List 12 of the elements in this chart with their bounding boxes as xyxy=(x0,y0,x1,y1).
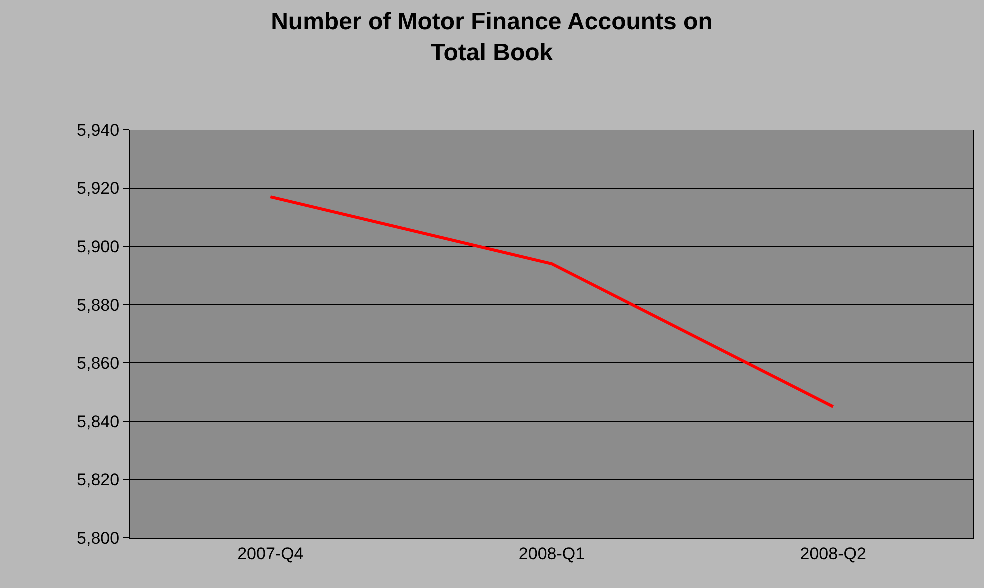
chart-title: Number of Motor Finance Accounts on Total Book xyxy=(271,8,713,67)
y-tick-label: 5,920 xyxy=(77,179,120,198)
y-tick-label: 5,820 xyxy=(77,470,120,490)
x-tick-label: 2008-Q1 xyxy=(518,544,586,564)
y-tick-label: 5,940 xyxy=(77,120,120,140)
y-tick-label: 5,900 xyxy=(77,238,120,257)
y-tick-label: 5,840 xyxy=(77,412,120,432)
y-tick-label: 5,800 xyxy=(77,528,120,548)
y-tick-label: 5,880 xyxy=(77,296,120,315)
x-tick-label: 2007-Q4 xyxy=(238,544,304,564)
y-tick-label: 5,860 xyxy=(77,354,120,374)
x-tick-label: 2008-Q2 xyxy=(800,544,866,564)
